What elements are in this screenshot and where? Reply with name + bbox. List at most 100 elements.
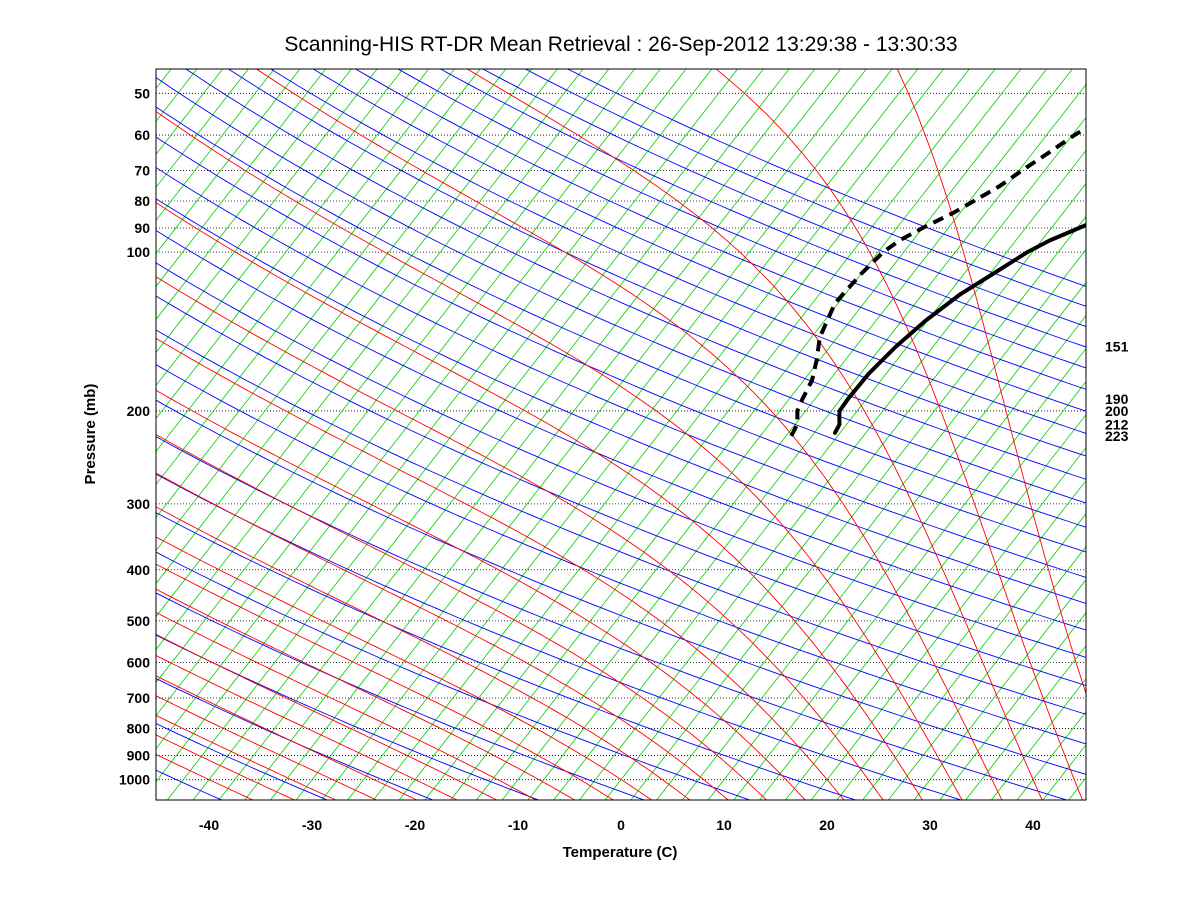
moist-adiabat-line xyxy=(156,633,498,800)
moist-adiabat-line xyxy=(156,734,296,800)
x-tick-label: 40 xyxy=(1025,817,1041,833)
dry-adiabat-line xyxy=(156,551,752,800)
y-tick-label: 100 xyxy=(127,244,151,260)
isotherm-line xyxy=(156,69,636,684)
moist-adiabat-line xyxy=(255,69,1003,800)
moist-adiabat-line xyxy=(896,69,1086,696)
right-pressure-label: 200 xyxy=(1105,403,1129,419)
moist-adiabat-line xyxy=(156,588,576,800)
dry-adiabat-line xyxy=(156,399,1086,775)
dry-adiabat-line xyxy=(156,473,963,800)
moist-adiabat-line xyxy=(156,536,653,800)
x-tick-label: 0 xyxy=(617,817,625,833)
dry-adiabat-line xyxy=(156,198,1086,604)
isotherm-line xyxy=(156,69,558,585)
isotherm-line xyxy=(156,69,687,750)
isotherm-line xyxy=(156,69,481,486)
dry-adiabat-line xyxy=(156,167,1086,578)
y-tick-label: 900 xyxy=(127,748,151,764)
dry-adiabat-line xyxy=(269,69,1086,434)
isotherm-line xyxy=(156,69,713,783)
y-tick-label: 700 xyxy=(127,690,151,706)
dry-adiabat-line xyxy=(156,512,857,800)
isotherm-line xyxy=(450,69,1022,800)
dry-adiabat-line xyxy=(156,436,1069,800)
isotherm-line xyxy=(424,69,996,800)
moist-adiabat-line xyxy=(156,675,418,800)
y-tick-label: 600 xyxy=(127,655,151,671)
dry-adiabat-line xyxy=(354,69,1086,390)
isotherm-line xyxy=(475,69,1048,800)
isotherm-line xyxy=(295,69,867,800)
dry-adiabat-line xyxy=(439,69,1086,348)
isotherm-line xyxy=(398,69,970,800)
moist-adiabat-line xyxy=(715,69,1083,800)
isotherm-line xyxy=(156,69,507,519)
dry-adiabat-line xyxy=(156,295,1086,686)
moist-adiabat-line xyxy=(466,69,1043,800)
x-tick-label: -30 xyxy=(302,817,322,833)
isotherm-line xyxy=(887,546,1086,800)
moist-adiabat-line xyxy=(156,506,691,800)
isotherm-line xyxy=(156,69,584,618)
x-tick-label: 30 xyxy=(922,817,938,833)
right-pressure-label: 223 xyxy=(1105,428,1129,444)
isotherm-line xyxy=(156,69,455,453)
moist-adiabat-line xyxy=(156,434,768,800)
x-axis-label: Temperature (C) xyxy=(563,844,678,861)
dry-adiabat-line xyxy=(397,69,1086,369)
dry-adiabat-line xyxy=(156,364,1086,745)
dry-adiabat-line xyxy=(156,329,1086,715)
isotherm-line xyxy=(192,69,764,800)
dry-adiabat-line xyxy=(185,69,1086,480)
y-tick-label: 1000 xyxy=(119,772,150,788)
isotherm-line xyxy=(707,314,1086,800)
x-tick-label: -20 xyxy=(405,817,425,833)
moist-adiabat-line xyxy=(156,563,614,800)
isotherm-line xyxy=(681,281,1086,800)
isotherm-line xyxy=(156,69,610,651)
isotherm-line xyxy=(156,69,301,255)
isotherm-line xyxy=(156,69,352,321)
isotherm-line xyxy=(156,69,661,717)
dry-adiabat-line xyxy=(156,262,1086,658)
moist-adiabat-line xyxy=(156,753,254,800)
isotherm-line xyxy=(553,116,1086,800)
isotherm-line xyxy=(156,69,327,288)
moist-adiabat-line xyxy=(156,337,845,800)
moist-adiabat-line xyxy=(156,695,378,800)
y-tick-label: 500 xyxy=(127,613,151,629)
x-tick-label: -10 xyxy=(508,817,528,833)
isotherm-line xyxy=(156,69,249,189)
y-tick-label: 70 xyxy=(134,162,150,178)
isotherm-line xyxy=(244,69,816,800)
dry-adiabat-line xyxy=(524,69,1086,307)
isotherm-line xyxy=(965,645,1086,800)
x-tick-label: 10 xyxy=(716,817,732,833)
isotherm-line xyxy=(166,69,739,800)
isotherm-line xyxy=(733,347,1086,800)
right-pressure-label: 190 xyxy=(1105,391,1129,407)
moist-adiabat-line xyxy=(156,472,729,800)
dry-adiabat-line xyxy=(566,69,1086,287)
moist-adiabat-line xyxy=(156,389,806,800)
y-axis-label: Pressure (mb) xyxy=(82,384,99,485)
isotherm-line xyxy=(501,69,1073,800)
dewpoint-profile-line xyxy=(789,125,1086,437)
right-pressure-label: 212 xyxy=(1105,416,1129,432)
x-tick-label: 20 xyxy=(819,817,835,833)
isotherm-line xyxy=(156,69,430,420)
moist-adiabat-line xyxy=(156,714,337,800)
temperature-profile-line xyxy=(833,222,1086,435)
plot-frame xyxy=(155,68,1087,801)
moist-adiabat-line xyxy=(156,611,537,800)
y-tick-label: 60 xyxy=(134,127,150,143)
y-tick-label: 300 xyxy=(127,496,151,512)
isotherm-line xyxy=(218,69,790,800)
moist-adiabat-line xyxy=(156,202,923,800)
y-tick-label: 50 xyxy=(134,85,150,101)
isotherm-line xyxy=(784,413,1086,800)
dry-adiabat-line xyxy=(156,77,1086,504)
right-pressure-label: 151 xyxy=(1105,339,1129,355)
